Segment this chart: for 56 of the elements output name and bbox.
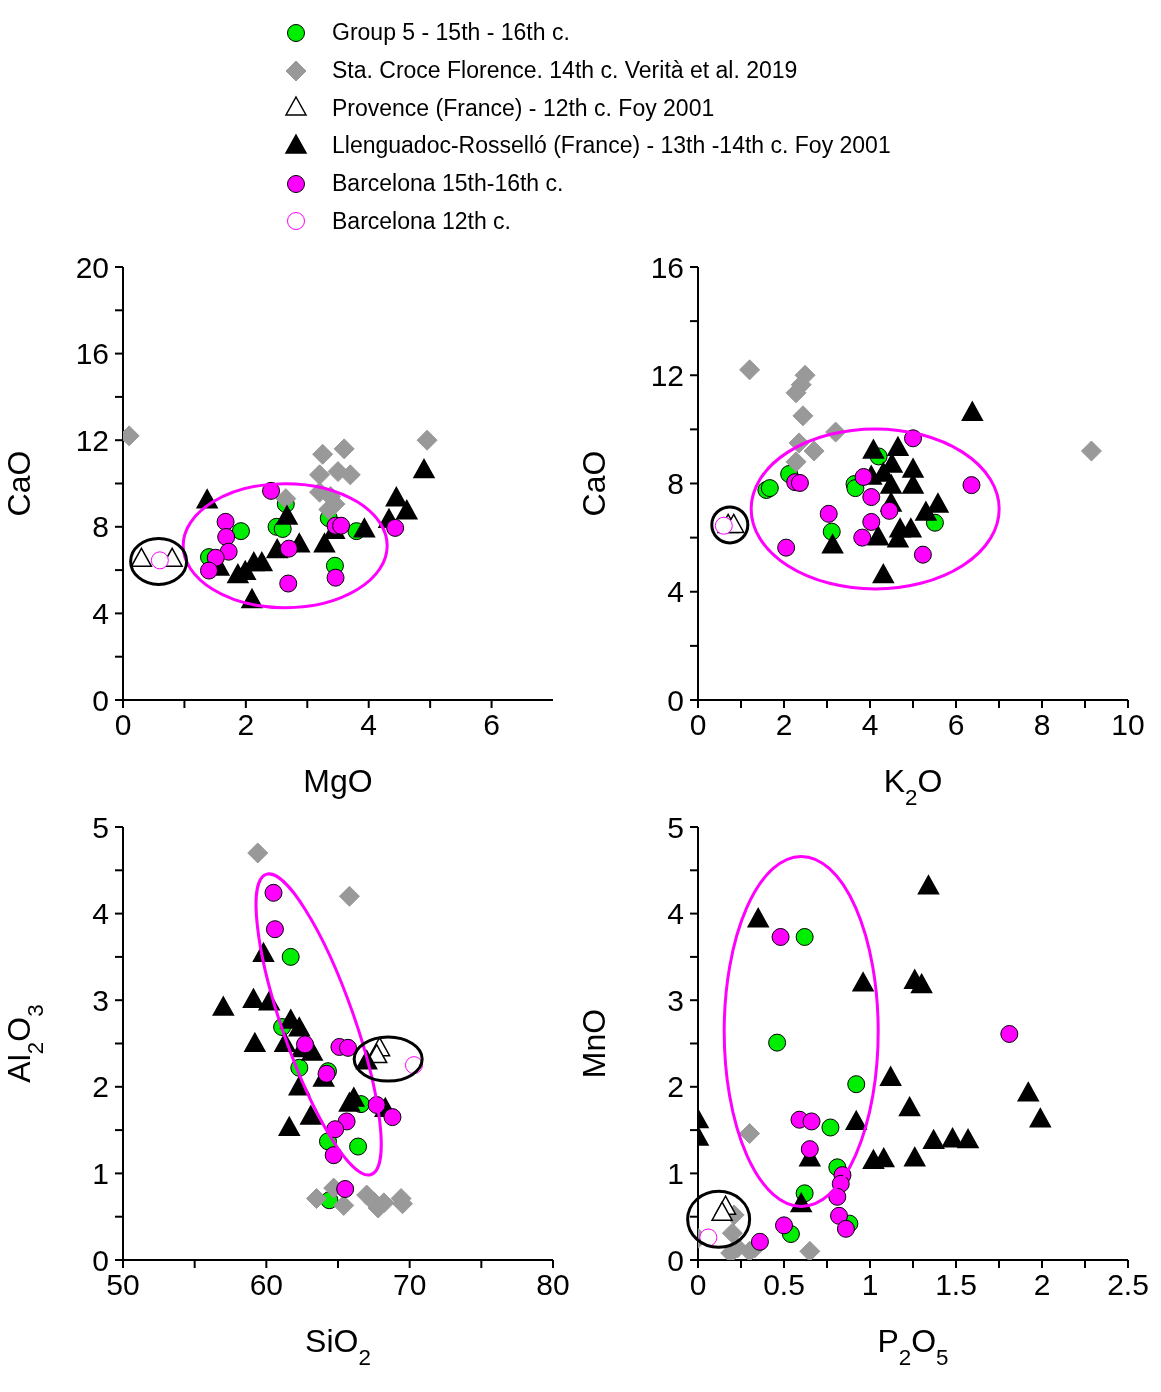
- x-tick-label: 50: [106, 1268, 140, 1302]
- legend-label: Provence (France) - 12th c. Foy 2001: [332, 94, 715, 122]
- x-tick-label: 70: [392, 1268, 427, 1302]
- x-tick-label: 2.5: [1107, 1268, 1149, 1302]
- y-tick-label: 2: [92, 1070, 109, 1104]
- y-tick-label: 0: [667, 683, 684, 717]
- y-tick-label: 12: [75, 423, 109, 457]
- y-tick-label: 4: [667, 897, 684, 931]
- x-axis-title: SiO$_{2}$: [305, 1323, 371, 1370]
- y-tick-label: 4: [667, 575, 684, 609]
- x-tick-label: 60: [249, 1268, 284, 1302]
- x-tick-label: 10: [1111, 708, 1145, 742]
- x-tick-label: 2: [237, 708, 255, 742]
- y-tick-label: 16: [650, 250, 684, 284]
- legend-label: Barcelona 15th-16th c.: [332, 170, 564, 198]
- y-tick-label: 5: [667, 810, 684, 844]
- x-axis-title: MgO: [303, 763, 373, 799]
- x-tick-label: 0: [689, 708, 707, 742]
- y-tick-label: 2: [667, 1070, 684, 1104]
- y-tick-label: 16: [75, 337, 109, 371]
- y-tick-label: 12: [650, 358, 684, 392]
- x-tick-label: 0: [689, 1268, 707, 1302]
- x-tick-label: 2: [775, 708, 793, 742]
- y-tick-label: 20: [75, 250, 109, 284]
- x-tick-label: 6: [947, 708, 965, 742]
- y-tick-label: 1: [92, 1157, 109, 1191]
- x-tick-label: 0.5: [763, 1268, 805, 1302]
- y-tick-label: 3: [92, 983, 109, 1017]
- x-axis-title: P$_{2}$O$_{5}$: [877, 1323, 949, 1370]
- legend-label: Llenguadoc-Rosselló (France) - 13th -14th c. Foy 2001: [332, 132, 891, 160]
- y-axis-title: CaO: [1, 450, 37, 517]
- x-tick-label: 8: [1033, 708, 1051, 742]
- x-tick-label: 1.5: [935, 1268, 977, 1302]
- x-tick-label: 80: [536, 1268, 570, 1302]
- legend-label: Barcelona 12th c.: [332, 207, 512, 235]
- x-axis-title: K$_{2}$O: [883, 763, 943, 810]
- x-tick-label: 4: [861, 708, 879, 742]
- y-tick-label: 8: [92, 510, 109, 544]
- y-tick-label: 4: [92, 897, 109, 931]
- x-tick-label: 0: [114, 708, 132, 742]
- x-tick-label: 1: [861, 1268, 879, 1302]
- x-tick-label: 6: [483, 708, 500, 742]
- y-tick-label: 8: [667, 467, 684, 501]
- legend-label: Group 5 - 15th - 16th c.: [332, 19, 570, 47]
- legend-label: Sta. Croce Florence. 14th c. Verità et al. 2019: [332, 57, 798, 85]
- y-tick-label: 0: [92, 683, 109, 717]
- y-tick-label: 4: [92, 597, 109, 631]
- y-axis-title: MnO: [576, 1008, 612, 1079]
- y-tick-label: 3: [667, 983, 684, 1017]
- y-tick-label: 0: [667, 1243, 684, 1277]
- x-tick-label: 2: [1033, 1268, 1051, 1302]
- y-tick-label: 0: [92, 1243, 109, 1277]
- y-tick-label: 1: [667, 1157, 684, 1191]
- x-tick-label: 4: [360, 708, 378, 742]
- y-axis-title: CaO: [576, 450, 612, 517]
- y-tick-label: 5: [92, 810, 109, 844]
